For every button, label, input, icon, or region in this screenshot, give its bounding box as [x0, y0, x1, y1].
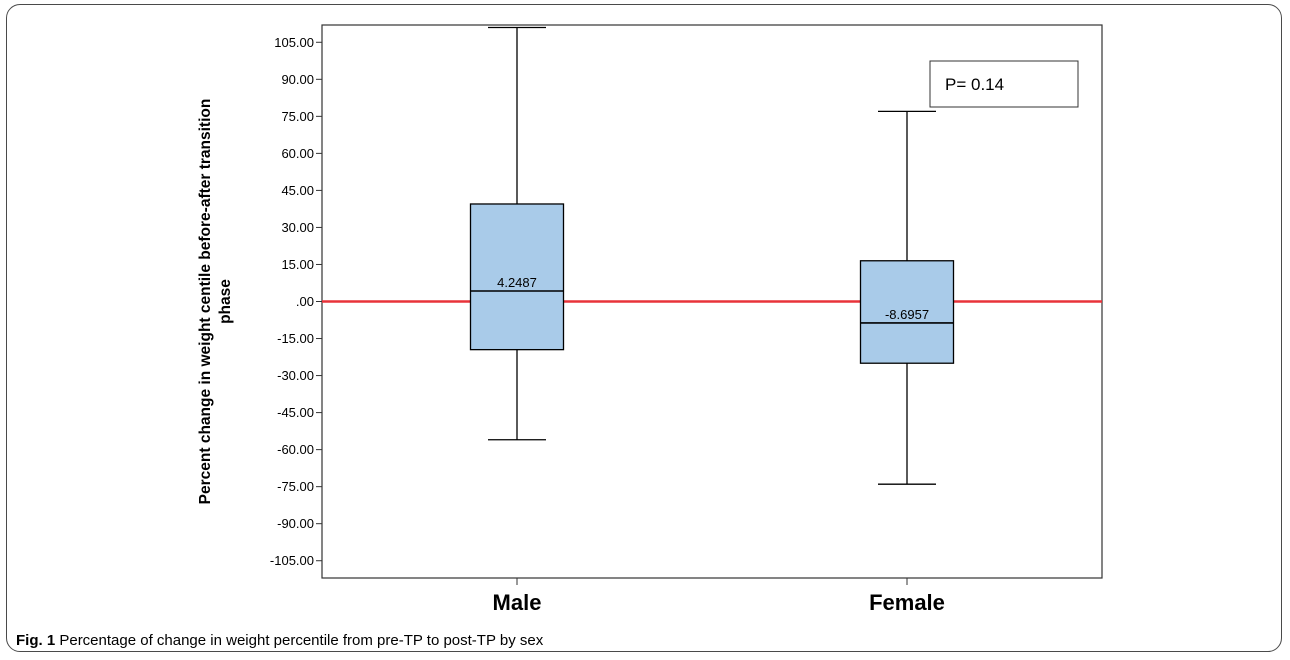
x-category-label: Male: [493, 590, 542, 615]
y-tick-label: -105.00: [270, 553, 314, 568]
boxplot-series: 4.2487 -8.6957: [469, 26, 955, 485]
iqr-box: [859, 260, 955, 364]
median-label: -8.6957: [885, 307, 929, 322]
y-tick-label: 60.00: [281, 146, 314, 161]
figure-label: Fig. 1: [16, 632, 56, 649]
figure-caption-text: Percentage of change in weight percentil…: [59, 632, 544, 649]
p-value-annotation: P= 0.14: [929, 60, 1079, 108]
y-tick-label: 90.00: [281, 72, 314, 87]
y-tick-label: -75.00: [277, 479, 314, 494]
y-tick-label: 30.00: [281, 220, 314, 235]
y-tick-label: -45.00: [277, 405, 314, 420]
y-axis-label-line2: phase: [217, 279, 234, 324]
box-male: 4.2487: [469, 26, 565, 441]
figure-frame: [6, 4, 1282, 652]
y-tick-label: 105.00: [274, 35, 314, 50]
y-tick-label: -30.00: [277, 368, 314, 383]
y-axis: 105.00 90.00 75.00 60.00 45.00 30.00 15.00 .00 -…: [270, 35, 322, 568]
p-value-text: P= 0.14: [945, 75, 1004, 94]
y-tick-label: 45.00: [281, 183, 314, 198]
p-value-box: [929, 60, 1079, 108]
box-female: -8.6957: [859, 110, 955, 485]
x-category-label: Female: [869, 590, 945, 615]
y-tick-label: 75.00: [281, 109, 314, 124]
x-axis: Male Female: [493, 578, 945, 615]
figure-caption: Fig. 1 Percentage of change in weight pe…: [16, 632, 543, 649]
median-label: 4.2487: [497, 275, 537, 290]
iqr-box: [469, 203, 565, 351]
y-tick-label: .00: [296, 294, 314, 309]
y-tick-label: -15.00: [277, 331, 314, 346]
y-tick-label: 15.00: [281, 257, 314, 272]
y-tick-label: -60.00: [277, 442, 314, 457]
y-axis-label-line1: Percent change in weight centile before-…: [197, 99, 214, 505]
y-axis-label: Percent change in weight centile before-…: [197, 99, 234, 505]
y-tick-label: -90.00: [277, 516, 314, 531]
